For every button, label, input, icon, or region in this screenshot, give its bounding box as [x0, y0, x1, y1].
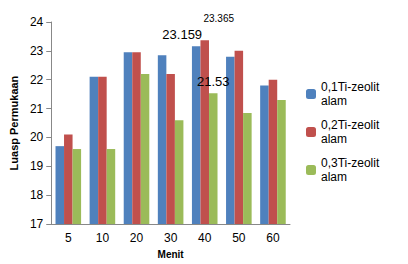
svg-text:Luasp Permukaan: Luasp Permukaan	[8, 75, 20, 170]
svg-text:50: 50	[232, 231, 246, 245]
svg-text:20: 20	[30, 130, 44, 144]
svg-text:18: 18	[30, 188, 44, 202]
svg-text:30: 30	[164, 231, 178, 245]
svg-text:21.53: 21.53	[197, 74, 230, 89]
svg-text:17: 17	[30, 217, 44, 231]
svg-text:20: 20	[130, 231, 144, 245]
svg-text:40: 40	[198, 231, 212, 245]
svg-text:23: 23	[30, 44, 44, 58]
svg-text:5: 5	[65, 231, 72, 245]
svg-text:alam: alam	[321, 94, 347, 108]
svg-text:23.365: 23.365	[203, 13, 234, 24]
svg-text:Menit: Menit	[158, 249, 185, 260]
svg-text:0,2Ti-zeolit: 0,2Ti-zeolit	[321, 118, 383, 132]
svg-text:10: 10	[96, 231, 110, 245]
svg-text:alam: alam	[321, 170, 347, 184]
svg-text:23.159: 23.159	[162, 27, 202, 42]
svg-text:0,1Ti-zeolit: 0,1Ti-zeolit	[321, 80, 383, 94]
svg-text:22: 22	[30, 73, 44, 87]
svg-text:60: 60	[266, 231, 280, 245]
svg-text:19: 19	[30, 159, 44, 173]
svg-text:21: 21	[30, 102, 44, 116]
svg-text:0,3Ti-zeolit: 0,3Ti-zeolit	[321, 156, 383, 170]
svg-text:alam: alam	[321, 132, 347, 146]
svg-text:24: 24	[30, 15, 44, 29]
